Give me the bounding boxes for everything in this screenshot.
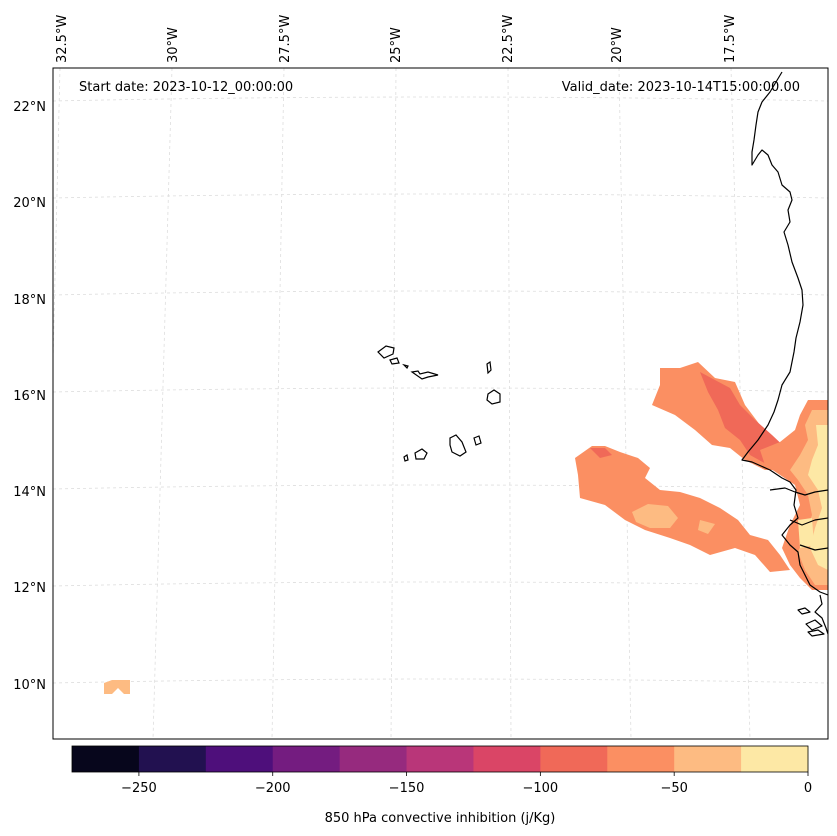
colorbar-tick-label-3: −100 [523, 781, 559, 796]
colorbar-cell-8 [607, 746, 675, 772]
island-santiago [449, 434, 467, 457]
colorbar-tick-label-0: −250 [121, 781, 157, 796]
contour-southwest-patch [104, 680, 130, 694]
contour-band-south-light-2 [698, 520, 715, 534]
contour-band-south-light [632, 504, 678, 528]
island-sao-nicolau [410, 370, 439, 380]
colorbar-tick-label-5: 0 [804, 781, 812, 796]
contour-coast-core [808, 425, 828, 570]
colorbar-tick-label-1: −200 [255, 781, 291, 796]
lat-label-10n: 10°N [13, 678, 46, 693]
longitude-labels: 32.5°W 30°W 27.5°W 25°W 22.5°W 20°W 17.5… [55, 15, 738, 63]
island-santa-luzia [402, 363, 409, 370]
guinea-bissau-coast [789, 517, 828, 526]
island-fogo [414, 448, 428, 460]
valid-date-label: Valid_date: 2023-10-14T15:00:00.00 [562, 80, 800, 95]
lon-label-25w: 25°W [389, 27, 404, 63]
lon-label-27-5w: 27.5°W [278, 15, 293, 63]
colorbar-tick-label-4: −50 [660, 781, 687, 796]
lon-label-22-5w: 22.5°W [501, 15, 516, 63]
start-date-label: Start date: 2023-10-12_00:00:00 [79, 80, 293, 95]
lat-label-14n: 14°N [13, 485, 46, 500]
island-boa-vista [486, 389, 501, 405]
lon-label-32-5w: 32.5°W [55, 15, 70, 63]
colorbar-cell-1 [138, 746, 207, 772]
lat-label-20n: 20°N [13, 196, 46, 211]
gambia-border [769, 487, 828, 496]
island-brava [403, 454, 409, 462]
lon-label-30w: 30°W [166, 27, 181, 63]
coastlines [741, 71, 828, 637]
lat-label-18n: 18°N [13, 293, 46, 308]
lat-label-16n: 16°N [13, 389, 46, 404]
island-sao-vicente [389, 357, 400, 365]
colorbar-cell-9 [674, 746, 742, 772]
lon-label-17-5w: 17.5°W [723, 15, 738, 63]
colorbar-title: 850 hPa convective inhibition (j/Kg) [325, 811, 556, 826]
colorbar-cell-4 [339, 746, 408, 772]
colorbar-ticks: −250 −200 −150 −100 −50 0 [121, 772, 812, 796]
cape-verde-islands [377, 345, 501, 462]
colorbar-cell-6 [473, 746, 541, 772]
contour-band-north-core [700, 372, 790, 465]
island-sal [486, 360, 492, 375]
colorbar-cell-0 [72, 746, 140, 772]
island-maio [473, 435, 482, 446]
lat-label-22n: 22°N [13, 100, 46, 115]
guinea-border [799, 544, 828, 551]
contour-band-south-outer [575, 446, 790, 572]
island-santo-antao [377, 345, 395, 359]
cin-contours [104, 362, 828, 694]
contour-band-south-core [590, 448, 612, 458]
map-frame [52, 67, 829, 740]
colorbar-frame [71, 745, 809, 773]
bijagos-islands [797, 607, 825, 637]
colorbar [72, 746, 809, 772]
lon-label-20w: 20°W [610, 27, 625, 63]
longitude-gridlines [53, 68, 751, 739]
colorbar-cell-7 [540, 746, 608, 772]
colorbar-cell-5 [406, 746, 474, 772]
lat-label-12n: 12°N [13, 581, 46, 596]
latitude-gridlines [53, 96, 828, 684]
latitude-labels: 22°N 20°N 18°N 16°N 14°N 12°N 10°N [13, 100, 46, 693]
colorbar-cell-2 [205, 746, 274, 772]
contour-coast-core-2 [798, 518, 814, 548]
colorbar-cell-3 [272, 746, 341, 772]
colorbar-cell-10 [741, 746, 809, 772]
sierra-leone-coast [814, 594, 828, 635]
colorbar-tick-label-2: −150 [389, 781, 425, 796]
